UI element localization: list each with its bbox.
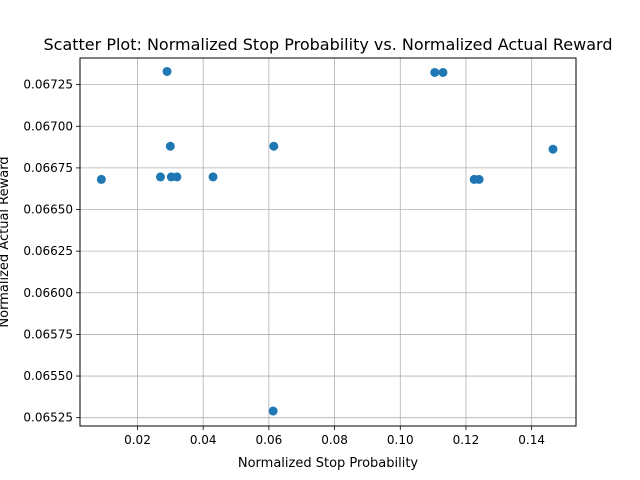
x-tick-label: 0.14 [518, 433, 545, 447]
data-point [96, 174, 106, 184]
x-tick-label: 0.04 [190, 433, 217, 447]
data-point [474, 174, 484, 184]
y-tick-label: 0.06550 [23, 369, 73, 383]
data-points [96, 66, 558, 416]
data-point [269, 141, 279, 151]
x-tick-label: 0.06 [256, 433, 283, 447]
data-point [165, 141, 175, 151]
y-tick-label: 0.06675 [23, 161, 73, 175]
y-tick-label: 0.06575 [23, 327, 73, 341]
data-point [172, 172, 182, 182]
y-tick-label: 0.06525 [23, 411, 73, 425]
data-point [430, 67, 440, 77]
x-axis-label: Normalized Stop Probability [238, 456, 419, 471]
y-tick-label: 0.06625 [23, 244, 73, 258]
data-point [208, 172, 218, 182]
grid-lines [80, 58, 576, 426]
x-tick-label: 0.02 [124, 433, 151, 447]
x-tick-label: 0.10 [387, 433, 414, 447]
data-point [548, 144, 558, 154]
data-point [155, 172, 165, 182]
y-axis-label: Normalized Actual Reward [0, 156, 12, 327]
data-point [438, 67, 448, 77]
y-axis-ticks: 0.06525 0.06550 0.06575 0.06600 0.06625 0.066… [23, 78, 80, 425]
y-tick-label: 0.06725 [23, 78, 73, 92]
chart-title: Scatter Plot: Normalized Stop Probabilit… [44, 35, 613, 54]
data-point [162, 66, 172, 76]
x-axis-ticks: 0.02 0.04 0.06 0.08 0.10 0.12 0.14 [124, 426, 545, 447]
x-tick-label: 0.12 [453, 433, 480, 447]
plot-frame [79, 57, 577, 427]
data-point [268, 406, 278, 416]
y-tick-label: 0.06600 [23, 286, 73, 300]
x-tick-label: 0.08 [321, 433, 348, 447]
y-tick-label: 0.06650 [23, 203, 73, 217]
y-tick-label: 0.06700 [23, 119, 73, 133]
